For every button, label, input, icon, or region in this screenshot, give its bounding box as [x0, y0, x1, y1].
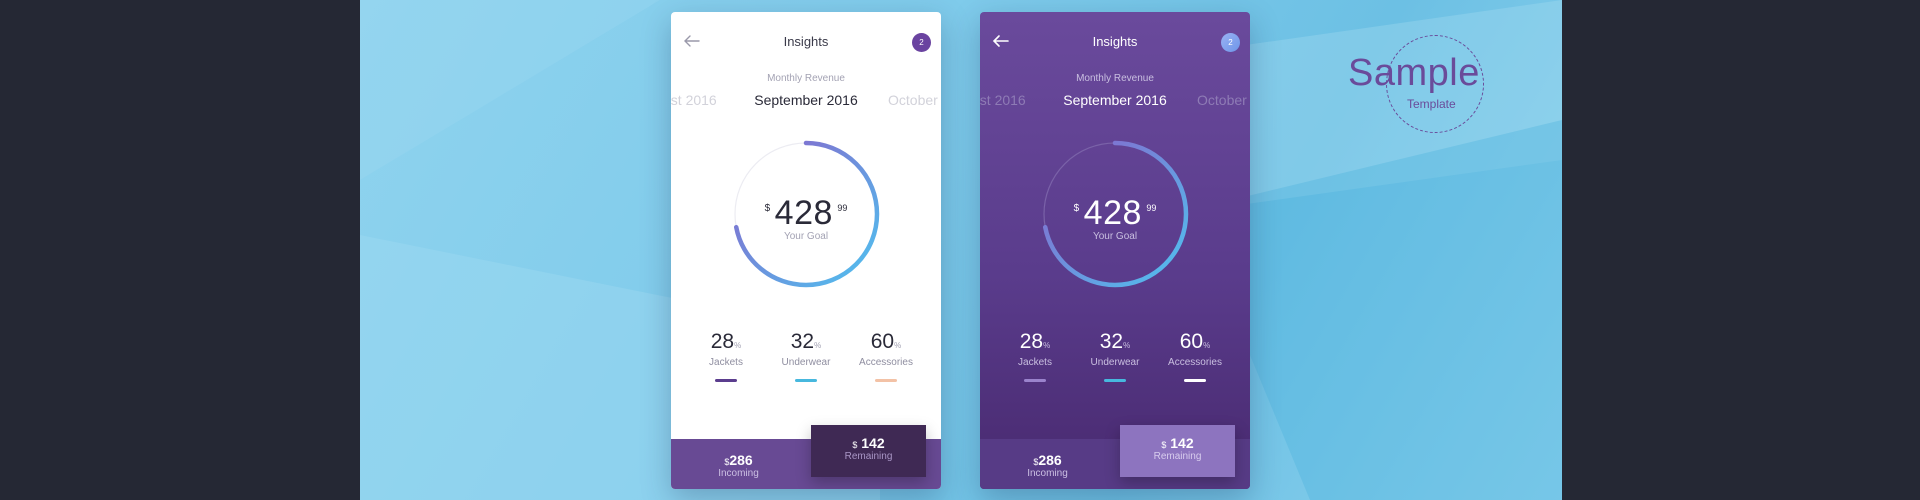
goal-label: Your Goal: [783, 231, 829, 242]
incoming-button[interactable]: $286 Incoming: [671, 452, 806, 479]
stat-value: 32: [790, 330, 815, 353]
gauge-progress-arc: [1041, 140, 1189, 288]
amount-value: 428: [774, 194, 833, 232]
stat-underwear[interactable]: 32% Underwear: [1075, 330, 1155, 390]
month-next[interactable]: October: [888, 92, 938, 108]
top-bar: Insights 2: [980, 12, 1250, 72]
month-current: September 2016: [754, 92, 858, 108]
stat-color-bar: [1104, 379, 1126, 382]
stat-value: 28: [1019, 330, 1044, 353]
back-arrow-icon[interactable]: [681, 30, 703, 52]
currency-symbol: $: [852, 440, 858, 450]
stat-jackets[interactable]: 28% Jackets: [995, 330, 1075, 390]
goal-amount: $ 428 99: [731, 194, 881, 233]
goal-label: Your Goal: [1092, 231, 1138, 242]
gauge-ring: [732, 140, 880, 288]
goal-gauge: $ 428 99 Your Goal: [731, 139, 881, 289]
phone-screen-light: Insights 2 Monthly Revenue ust 2016 Sept…: [671, 12, 941, 489]
category-stats: 28% Jackets 32% Underwear 60% Accessorie…: [995, 330, 1235, 390]
stat-value: 32: [1099, 330, 1124, 353]
watermark-dashed-circle: [1386, 35, 1484, 133]
currency-symbol: $: [1033, 457, 1039, 467]
remaining-value: 142: [1170, 435, 1194, 451]
gauge-progress-arc: [732, 140, 880, 288]
incoming-value: 286: [1038, 452, 1062, 468]
sample-template-watermark: Sample Template: [1330, 34, 1520, 144]
phone-screen-dark: Insights 2 Monthly Revenue ust 2016 Sept…: [980, 12, 1250, 489]
stat-color-bar: [1184, 379, 1206, 382]
currency-symbol: $: [724, 457, 730, 467]
page-title: Insights: [1092, 34, 1138, 49]
footer-bar: $286 Incoming $ 142 Remaining: [671, 425, 941, 489]
stat-unit: %: [1203, 341, 1211, 350]
stat-unit: %: [894, 341, 902, 350]
month-next[interactable]: October: [1197, 92, 1247, 108]
amount-value: 428: [1083, 194, 1142, 232]
incoming-button[interactable]: $286 Incoming: [980, 452, 1115, 479]
stat-unit: %: [1123, 341, 1131, 350]
showcase-background: Insights 2 Monthly Revenue ust 2016 Sept…: [360, 0, 1562, 500]
month-current: September 2016: [1063, 92, 1167, 108]
month-prev[interactable]: ust 2016: [671, 92, 717, 108]
top-bar: Insights 2: [671, 12, 941, 72]
stat-color-bar: [795, 379, 817, 382]
remaining-label: Remaining: [1153, 451, 1202, 462]
incoming-label: Incoming: [718, 468, 759, 479]
remaining-label: Remaining: [844, 451, 893, 462]
stat-color-bar: [715, 379, 737, 382]
stat-underwear[interactable]: 32% Underwear: [766, 330, 846, 390]
stat-color-bar: [1024, 379, 1046, 382]
goal-amount: $ 428 99: [1040, 194, 1190, 233]
currency-symbol: $: [1073, 203, 1080, 214]
stat-unit: %: [1043, 341, 1051, 350]
amount-cents: 99: [837, 203, 848, 213]
page-title: Insights: [783, 34, 829, 49]
section-subtitle: Monthly Revenue: [767, 73, 845, 84]
category-stats: 28% Jackets 32% Underwear 60% Accessorie…: [686, 330, 926, 390]
remaining-button[interactable]: $ 142 Remaining: [1120, 425, 1235, 477]
amount-cents: 99: [1146, 203, 1157, 213]
incoming-value: 286: [729, 452, 753, 468]
stat-label: Jackets: [1018, 357, 1052, 368]
notification-badge[interactable]: 2: [1221, 33, 1240, 52]
notification-badge[interactable]: 2: [912, 33, 931, 52]
stat-color-bar: [875, 379, 897, 382]
remaining-value: 142: [861, 435, 885, 451]
stat-unit: %: [734, 341, 742, 350]
stat-accessories[interactable]: 60% Accessories: [846, 330, 926, 390]
month-carousel[interactable]: ust 2016 September 2016 October: [671, 92, 941, 112]
stat-label: Accessories: [1168, 357, 1222, 368]
stat-value: 60: [870, 330, 895, 353]
back-arrow-icon[interactable]: [990, 30, 1012, 52]
currency-symbol: $: [764, 203, 771, 214]
stat-jackets[interactable]: 28% Jackets: [686, 330, 766, 390]
currency-symbol: $: [1161, 440, 1167, 450]
stat-value: 60: [1179, 330, 1204, 353]
stat-label: Accessories: [859, 357, 913, 368]
month-carousel[interactable]: ust 2016 September 2016 October: [980, 92, 1250, 112]
stat-accessories[interactable]: 60% Accessories: [1155, 330, 1235, 390]
stat-label: Jackets: [709, 357, 743, 368]
stat-unit: %: [814, 341, 822, 350]
month-prev[interactable]: ust 2016: [980, 92, 1026, 108]
footer-bar: $286 Incoming $ 142 Remaining: [980, 425, 1250, 489]
remaining-button[interactable]: $ 142 Remaining: [811, 425, 926, 477]
stat-value: 28: [710, 330, 735, 353]
gauge-ring: [1041, 140, 1189, 288]
goal-gauge: $ 428 99 Your Goal: [1040, 139, 1190, 289]
incoming-label: Incoming: [1027, 468, 1068, 479]
stat-label: Underwear: [1090, 357, 1140, 368]
section-subtitle: Monthly Revenue: [1076, 73, 1154, 84]
watermark-subtitle: Template: [1407, 97, 1456, 111]
stat-label: Underwear: [781, 357, 831, 368]
watermark-word: Sample: [1348, 52, 1480, 94]
